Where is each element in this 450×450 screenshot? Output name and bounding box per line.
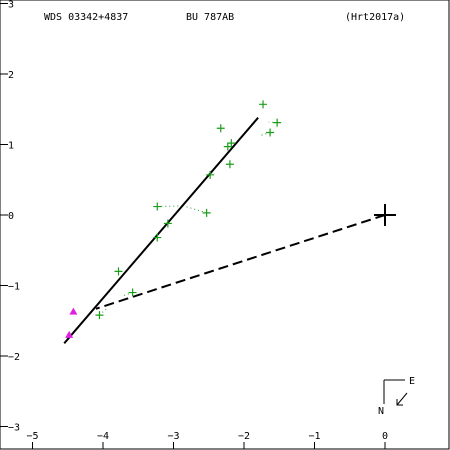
y-tick-label: −2: [8, 352, 20, 363]
x-tick-label: −2: [238, 431, 250, 442]
header-right: (Hrt2017a): [345, 12, 405, 23]
primary-star-cross: [374, 204, 396, 226]
residual-line: [183, 205, 207, 214]
x-tick-label: −1: [308, 431, 320, 442]
observation-point: [266, 128, 275, 137]
observation-point: [273, 118, 282, 127]
observation-point: [225, 160, 234, 169]
observation-point: [206, 170, 215, 179]
compass: E N: [378, 376, 415, 417]
residual-line: [268, 121, 278, 124]
observation-point: [202, 208, 211, 217]
observation-point: [163, 219, 172, 228]
residual-line: [260, 132, 271, 136]
x-ticks: −5 −4 −3 −2 −1 0: [26, 431, 388, 449]
arrow-down-left-icon: [396, 392, 408, 406]
y-ticks: 3 2 1 0 −1 −2 −3: [0, 0, 20, 434]
special-point: [69, 307, 78, 315]
observation-point: [153, 233, 162, 242]
special-points: [65, 307, 78, 338]
observation-point: [227, 139, 236, 148]
compass-east-label: E: [409, 376, 415, 387]
x-tick-label: −5: [26, 431, 38, 442]
header-mid: BU 787AB: [186, 12, 234, 23]
x-tick-label: −4: [97, 431, 109, 442]
compass-north-label: N: [378, 406, 384, 417]
x-tick-label: −3: [167, 431, 179, 442]
y-tick-label: 2: [8, 70, 14, 81]
y-tick-label: 0: [8, 211, 14, 222]
observation-point: [114, 267, 123, 276]
observation-point: [128, 288, 137, 297]
y-tick-label: 3: [8, 0, 14, 11]
x-tick-label: 0: [382, 431, 388, 442]
y-tick-label: −3: [8, 423, 20, 434]
primary-star-marker: [374, 204, 396, 226]
observation-point: [216, 124, 225, 133]
observation-point: [259, 100, 268, 109]
y-tick-label: 1: [8, 141, 14, 152]
current-position-line: [95, 214, 386, 310]
header-left: WDS 03342+4837: [44, 12, 128, 23]
observation-point: [95, 311, 104, 320]
residual-line: [99, 308, 107, 316]
observation-point: [223, 142, 232, 151]
observation-point: [153, 202, 162, 211]
residual-line: [157, 205, 184, 208]
y-tick-label: −1: [8, 282, 20, 293]
observation-points: [95, 100, 282, 320]
special-point: [65, 330, 74, 338]
orbit-fit-line: [63, 117, 259, 344]
residual-lines: [99, 121, 278, 316]
